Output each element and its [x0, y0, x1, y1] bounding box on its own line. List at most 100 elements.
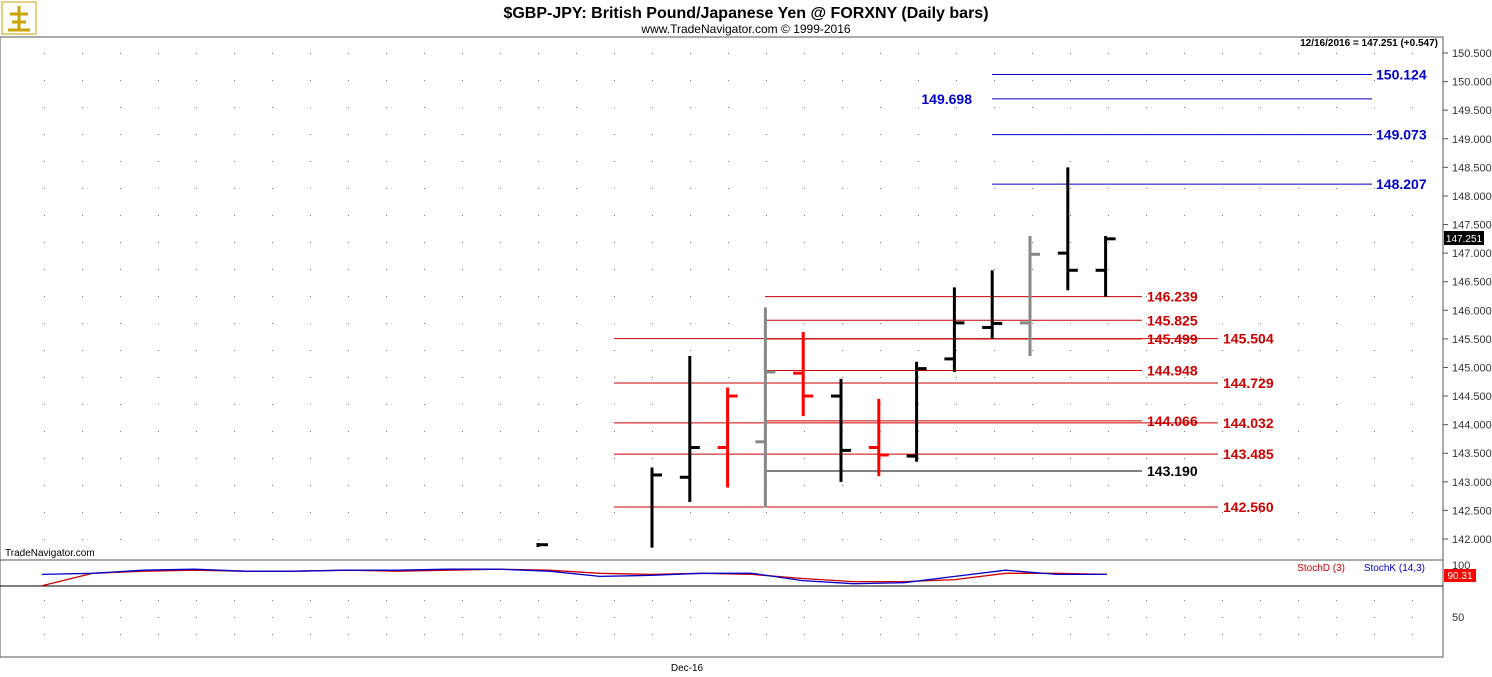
grid-dot — [234, 323, 235, 324]
grid-dot — [1336, 634, 1337, 635]
grid-dot — [690, 107, 691, 108]
grid-dot — [1184, 377, 1185, 378]
grid-dot — [272, 634, 273, 635]
grid-dot — [348, 458, 349, 459]
grid-dot — [500, 242, 501, 243]
grid-dot — [918, 134, 919, 135]
grid-dot — [310, 188, 311, 189]
grid-dot — [842, 485, 843, 486]
grid-dot — [196, 323, 197, 324]
grid-dot — [44, 485, 45, 486]
grid-dot — [1374, 634, 1375, 635]
grid-dot — [158, 539, 159, 540]
grid-dot — [842, 134, 843, 135]
grid-dot — [1146, 512, 1147, 513]
grid-dot — [614, 634, 615, 635]
logo-icon — [1, 1, 37, 35]
grid-dot — [1412, 377, 1413, 378]
grid-dot — [804, 161, 805, 162]
watermark-text: TradeNavigator.com — [5, 548, 95, 559]
grid-dots — [44, 53, 1413, 635]
grid-dot — [1146, 600, 1147, 601]
grid-dot — [842, 512, 843, 513]
grid-dot — [1146, 350, 1147, 351]
grid-dot — [120, 53, 121, 54]
grid-dot — [614, 485, 615, 486]
grid-dot — [120, 485, 121, 486]
grid-dot — [1032, 617, 1033, 618]
grid-dot — [44, 242, 45, 243]
grid-dot — [424, 134, 425, 135]
grid-dot — [44, 431, 45, 432]
grid-dot — [424, 377, 425, 378]
grid-dot — [234, 269, 235, 270]
grid-dot — [994, 617, 995, 618]
grid-dot — [234, 134, 235, 135]
grid-dot — [1412, 53, 1413, 54]
grid-dot — [690, 634, 691, 635]
grid-dot — [424, 485, 425, 486]
grid-dot — [1260, 539, 1261, 540]
grid-dot — [1222, 188, 1223, 189]
grid-dot — [82, 80, 83, 81]
chart-subtitle: www.TradeNavigator.com © 1999-2016 — [640, 22, 850, 36]
grid-dot — [766, 80, 767, 81]
grid-dot — [158, 634, 159, 635]
grid-dot — [1412, 188, 1413, 189]
grid-dot — [424, 188, 425, 189]
grid-dot — [538, 107, 539, 108]
grid-dot — [956, 377, 957, 378]
grid-dot — [44, 617, 45, 618]
grid-dot — [234, 634, 235, 635]
grid-dot — [234, 107, 235, 108]
grid-dot — [728, 350, 729, 351]
grid-dot — [1108, 485, 1109, 486]
grid-dot — [196, 600, 197, 601]
grid-dot — [1374, 161, 1375, 162]
grid-dot — [1260, 161, 1261, 162]
grid-dot — [766, 269, 767, 270]
grid-dot — [1260, 350, 1261, 351]
grid-dot — [614, 600, 615, 601]
grid-dot — [386, 377, 387, 378]
grid-dot — [348, 107, 349, 108]
grid-dot — [1374, 512, 1375, 513]
grid-dot — [576, 80, 577, 81]
grid-dot — [196, 617, 197, 618]
grid-dot — [994, 377, 995, 378]
grid-dot — [690, 600, 691, 601]
grid-dot — [1032, 323, 1033, 324]
grid-dot — [196, 296, 197, 297]
grid-dot — [272, 188, 273, 189]
grid-dot — [728, 512, 729, 513]
grid-dot — [386, 539, 387, 540]
grid-dot — [1146, 242, 1147, 243]
grid-dot — [804, 485, 805, 486]
grid-dot — [614, 215, 615, 216]
grid-dot — [1374, 350, 1375, 351]
grid-dot — [728, 634, 729, 635]
grid-dot — [1298, 161, 1299, 162]
grid-dot — [766, 188, 767, 189]
y-tick-label: 145.500 — [1452, 334, 1492, 346]
grid-dot — [690, 350, 691, 351]
grid-dot — [1336, 377, 1337, 378]
grid-dot — [766, 539, 767, 540]
grid-dot — [272, 600, 273, 601]
grid-dot — [690, 539, 691, 540]
grid-dot — [1032, 539, 1033, 540]
grid-dot — [1412, 539, 1413, 540]
grid-dot — [196, 134, 197, 135]
grid-dot — [1184, 161, 1185, 162]
grid-dot — [576, 134, 577, 135]
grid-dot — [82, 404, 83, 405]
grid-dot — [158, 107, 159, 108]
grid-dot — [1070, 485, 1071, 486]
grid-dot — [462, 634, 463, 635]
grid-dot — [348, 296, 349, 297]
grid-dot — [1260, 323, 1261, 324]
grid-dot — [1298, 600, 1299, 601]
grid-dot — [880, 431, 881, 432]
grid-dot — [1108, 350, 1109, 351]
grid-dot — [424, 350, 425, 351]
